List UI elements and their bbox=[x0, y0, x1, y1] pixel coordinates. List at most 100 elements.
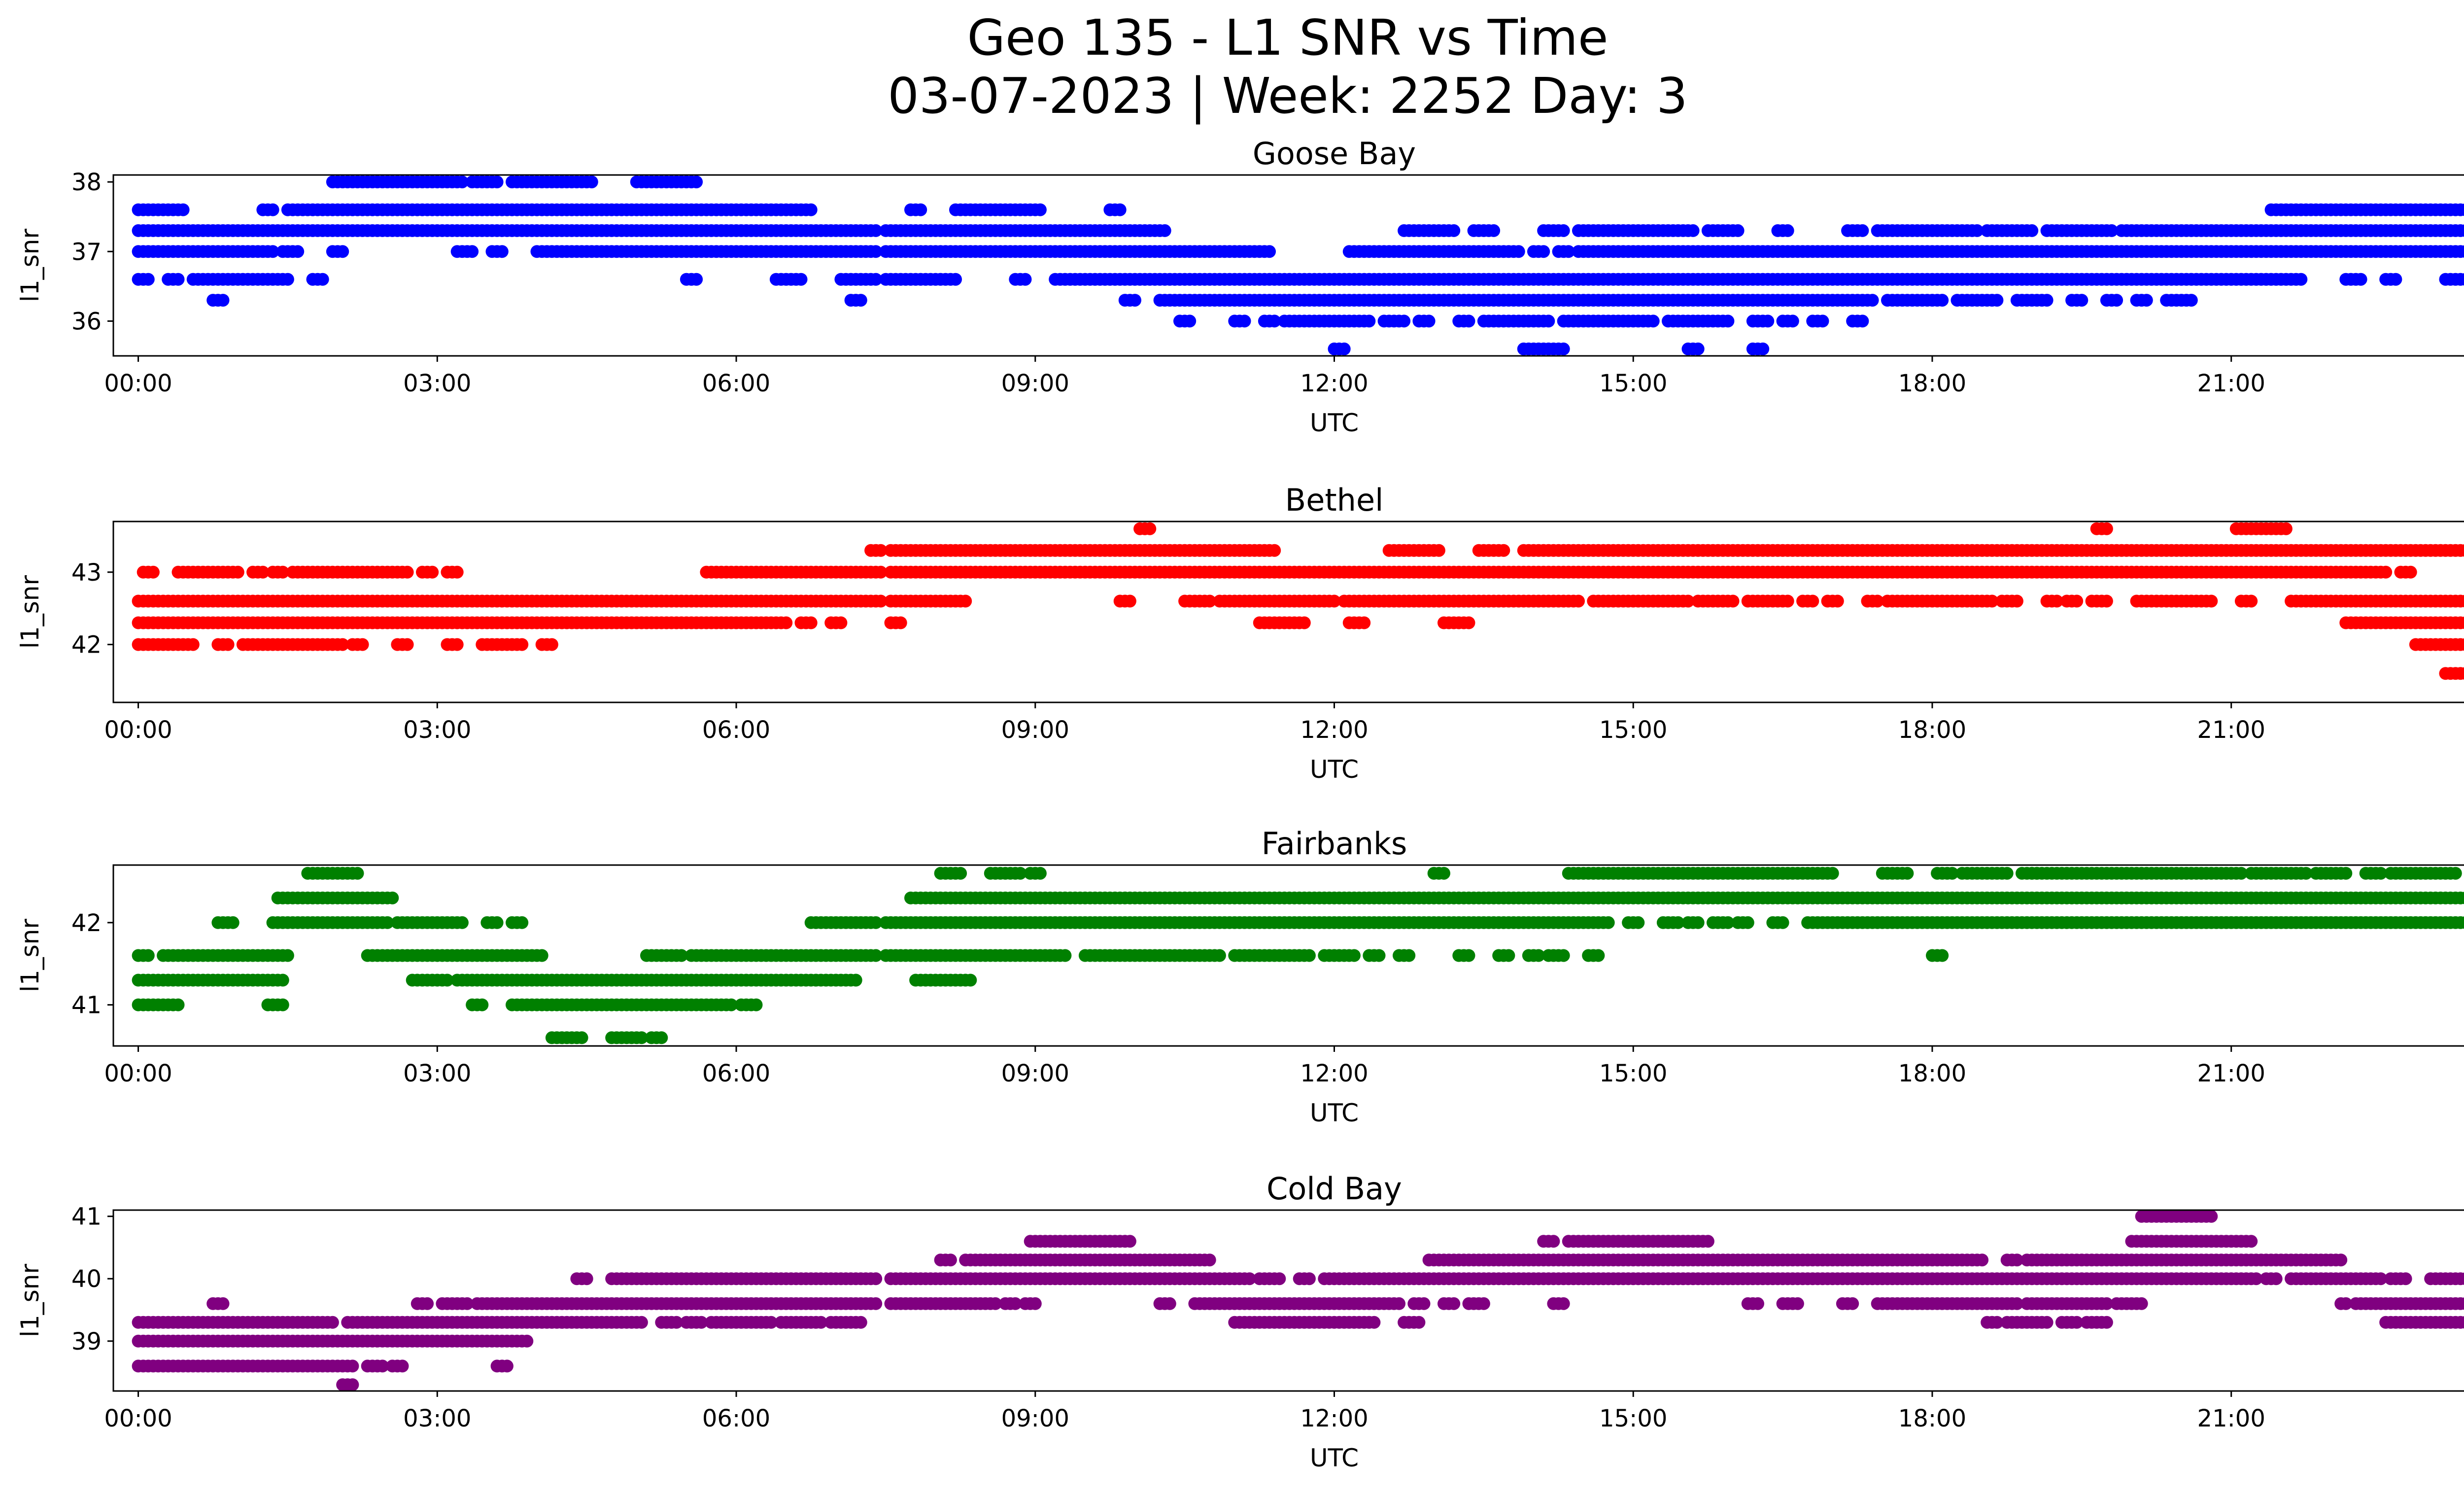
goose-bay-point bbox=[1263, 245, 1276, 258]
fairbanks-point bbox=[1901, 867, 1914, 880]
bethel-points bbox=[132, 522, 2464, 680]
goose-bay-xtick-label: 00:00 bbox=[104, 370, 172, 397]
fairbanks-point bbox=[351, 867, 364, 880]
bethel-point bbox=[1268, 544, 1281, 557]
fairbanks-title: Fairbanks bbox=[1262, 826, 1407, 862]
bethel-xtick-label: 12:00 bbox=[1300, 716, 1368, 744]
goose-bay-point bbox=[2459, 224, 2464, 237]
goose-bay-point bbox=[1512, 245, 1525, 258]
goose-bay-point bbox=[2459, 203, 2464, 216]
goose-bay-point bbox=[281, 273, 294, 286]
fairbanks-xtick-label: 06:00 bbox=[702, 1060, 770, 1087]
fairbanks-point bbox=[750, 998, 763, 1011]
bethel-point bbox=[2379, 565, 2393, 579]
goose-bay-point bbox=[914, 203, 927, 216]
bethel-xtick-label: 03:00 bbox=[403, 716, 471, 744]
goose-bay-point bbox=[1542, 314, 1555, 328]
fairbanks-point bbox=[1059, 949, 1072, 962]
fairbanks-xtick-label: 15:00 bbox=[1599, 1060, 1667, 1087]
fairbanks-point bbox=[2339, 867, 2353, 880]
goose-bay-point bbox=[1781, 224, 1794, 237]
fairbanks-xtick-label: 21:00 bbox=[2197, 1060, 2265, 1087]
bethel-point bbox=[401, 638, 414, 651]
cold-bay-point bbox=[1123, 1235, 1136, 1248]
bethel-xtick-label: 15:00 bbox=[1599, 716, 1667, 744]
bethel-point bbox=[221, 638, 235, 651]
bethel-point bbox=[1781, 594, 1794, 608]
bethel-xlabel: UTC bbox=[1310, 755, 1359, 784]
bethel-point bbox=[450, 638, 464, 651]
goose-bay-point bbox=[1856, 314, 1869, 328]
goose-bay-point bbox=[1786, 314, 1799, 328]
fairbanks-xtick-label: 00:00 bbox=[104, 1060, 172, 1087]
goose-bay-point bbox=[1033, 203, 1047, 216]
fairbanks-ytick-label: 42 bbox=[71, 909, 102, 937]
bethel-point bbox=[2279, 522, 2293, 535]
goose-bay-xlabel: UTC bbox=[1310, 409, 1359, 437]
goose-bay-point bbox=[1971, 224, 1984, 237]
fairbanks-ytick-label: 41 bbox=[71, 992, 102, 1019]
goose-bay-xtick-label: 06:00 bbox=[702, 370, 770, 397]
bethel-xtick-label: 09:00 bbox=[1001, 716, 1069, 744]
goose-bay-point bbox=[1756, 342, 1770, 355]
bethel-point bbox=[2245, 594, 2258, 608]
goose-bay-point bbox=[1936, 294, 1949, 307]
goose-bay-point bbox=[2025, 224, 2039, 237]
cold-bay-point bbox=[944, 1253, 957, 1267]
bethel-title: Bethel bbox=[1285, 482, 1384, 518]
goose-bay-point bbox=[1462, 314, 1475, 328]
goose-bay-point bbox=[1721, 314, 1735, 328]
bethel-point bbox=[515, 638, 529, 651]
goose-bay-point bbox=[141, 273, 155, 286]
goose-bay-point bbox=[1363, 314, 1376, 328]
fairbanks-xtick-label: 18:00 bbox=[1898, 1060, 1966, 1087]
fairbanks-point bbox=[141, 949, 155, 962]
goose-bay-point bbox=[1856, 224, 1869, 237]
fairbanks-point bbox=[2449, 867, 2462, 880]
fairbanks-points bbox=[132, 867, 2464, 1044]
bethel-point bbox=[1726, 594, 1740, 608]
goose-bay-point bbox=[1019, 273, 1032, 286]
goose-bay-point bbox=[2110, 294, 2123, 307]
fairbanks-point bbox=[276, 973, 289, 987]
fairbanks-point bbox=[1936, 949, 1949, 962]
goose-bay-point bbox=[1158, 224, 1171, 237]
goose-bay-point bbox=[2185, 294, 2198, 307]
goose-bay-point bbox=[1691, 342, 1705, 355]
goose-bay-point bbox=[1557, 224, 1570, 237]
bethel-point bbox=[450, 565, 464, 579]
bethel-xtick-label: 00:00 bbox=[104, 716, 172, 744]
bethel-point bbox=[1806, 594, 1819, 608]
goose-bay-point bbox=[2389, 273, 2402, 286]
cold-bay-point bbox=[869, 1272, 883, 1286]
cold-bay-point bbox=[580, 1272, 593, 1286]
goose-bay-point bbox=[690, 273, 703, 286]
bethel-ylabel: l1_snr bbox=[16, 575, 44, 649]
goose-bay-point bbox=[490, 175, 504, 189]
fairbanks-point bbox=[1033, 867, 1047, 880]
fairbanks-point bbox=[276, 998, 289, 1011]
fairbanks-point bbox=[171, 998, 185, 1011]
goose-bay-point bbox=[2294, 273, 2308, 286]
bethel-point bbox=[231, 565, 244, 579]
bethel-point bbox=[1358, 616, 1371, 629]
fairbanks-point bbox=[515, 916, 529, 929]
goose-bay-point bbox=[1447, 224, 1461, 237]
goose-bay-point bbox=[804, 203, 818, 216]
bethel-point bbox=[401, 565, 414, 579]
bethel-ytick-label: 42 bbox=[71, 631, 102, 659]
bethel-point bbox=[2010, 594, 2023, 608]
bethel-point bbox=[834, 616, 848, 629]
goose-bay-point bbox=[869, 245, 883, 258]
bethel-point bbox=[146, 565, 160, 579]
fairbanks-point bbox=[954, 867, 967, 880]
goose-bay-point bbox=[216, 294, 230, 307]
goose-bay-point bbox=[585, 175, 598, 189]
fairbanks-point bbox=[1776, 916, 1789, 929]
goose-bay-point bbox=[1761, 314, 1775, 328]
goose-bay-xtick-label: 09:00 bbox=[1001, 370, 1069, 397]
figure-title-line2: 03-07-2023 | Week: 2252 Day: 3 bbox=[888, 67, 1688, 125]
goose-bay-point bbox=[1731, 224, 1745, 237]
fairbanks-xtick-label: 03:00 bbox=[403, 1060, 471, 1087]
